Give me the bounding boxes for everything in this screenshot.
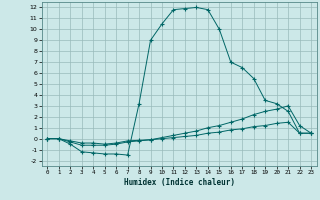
X-axis label: Humidex (Indice chaleur): Humidex (Indice chaleur)	[124, 178, 235, 187]
